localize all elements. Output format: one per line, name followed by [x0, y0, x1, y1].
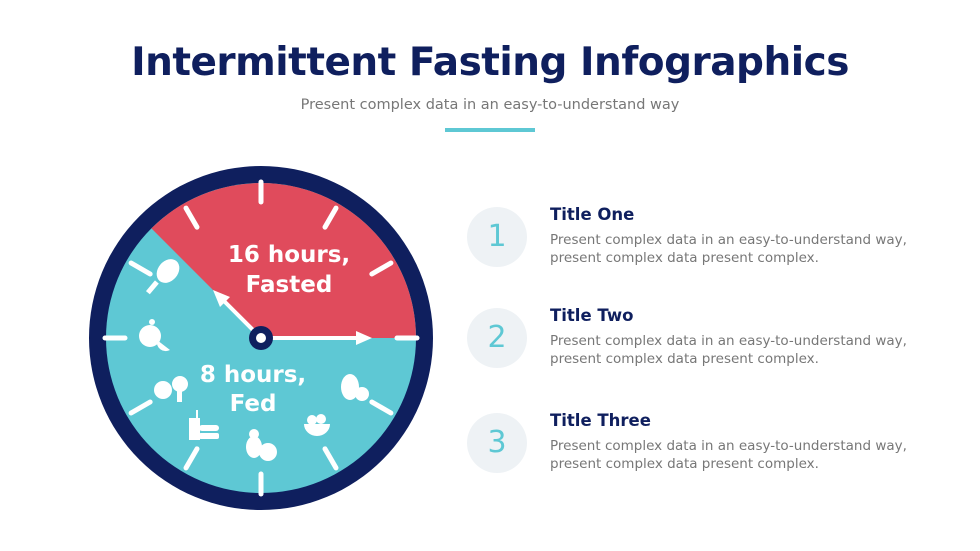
pear-apple-icon — [246, 429, 277, 461]
apple-broccoli-icon — [154, 376, 188, 402]
fasted-segment — [151, 183, 416, 338]
item-title: Title Three — [550, 411, 651, 430]
clock-tick — [183, 446, 200, 471]
clock-tick — [322, 205, 339, 230]
fasted-label-line1: 16 hours, — [228, 242, 350, 268]
orange-icon — [139, 319, 170, 352]
item-number-badge: 1 — [467, 207, 527, 267]
fed-label-line2: Fed — [230, 391, 277, 417]
minute-hand-arrow — [356, 331, 372, 345]
fed-label-line1: 8 hours, — [200, 362, 306, 388]
salad-bowl-icon — [304, 414, 330, 436]
clock-tick — [369, 260, 394, 277]
item-description: Present complex data in an easy-to-under… — [550, 232, 907, 266]
item-number-badge: 2 — [467, 308, 527, 368]
hour-hand-arrow — [213, 290, 230, 307]
vegetables-icon — [341, 374, 369, 401]
clock-tick — [369, 399, 394, 416]
clock-tick — [128, 260, 153, 277]
accent-divider — [445, 128, 535, 132]
info-item-3: 3 Title Three Present complex data in an… — [467, 411, 947, 493]
clock-tick — [183, 205, 200, 230]
info-item-1: 1 Title One Present complex data in an e… — [467, 205, 947, 287]
clock-ticks — [102, 179, 420, 497]
clock-tick — [322, 446, 339, 471]
item-description: Present complex data in an easy-to-under… — [550, 333, 907, 367]
item-number-badge: 3 — [467, 413, 527, 473]
page-title: Intermittent Fasting Infographics — [131, 40, 849, 85]
drumstick-icon — [145, 259, 180, 295]
clock-hub-center — [256, 333, 266, 343]
drink-burger-icon — [189, 410, 219, 440]
item-title: Title One — [550, 205, 635, 224]
item-title: Title Two — [550, 306, 634, 325]
fasted-label-line2: Fasted — [246, 272, 333, 298]
page-subtitle: Present complex data in an easy-to-under… — [300, 97, 680, 113]
clock-tick — [128, 399, 153, 416]
info-item-2: 2 Title Two Present complex data in an e… — [467, 306, 947, 388]
item-description: Present complex data in an easy-to-under… — [550, 438, 907, 472]
